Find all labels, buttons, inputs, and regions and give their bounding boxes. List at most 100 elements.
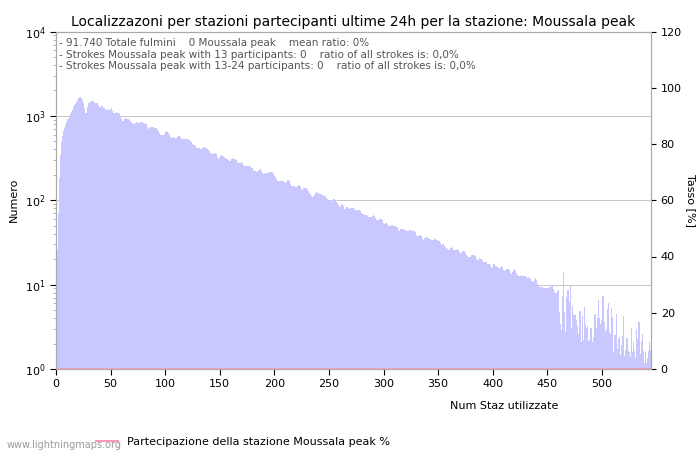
Bar (312, 197, 313, 450)
Bar (262, 173, 263, 450)
Bar (216, 154, 217, 450)
Bar (458, 250, 459, 450)
Bar (556, 292, 558, 450)
Bar (470, 257, 471, 450)
Bar (559, 312, 560, 450)
Bar (393, 225, 394, 450)
Bar (218, 159, 219, 450)
Bar (348, 208, 349, 450)
Bar (540, 287, 541, 450)
Partecipazione della stazione Moussala peak % (53, 366, 62, 372)
Bar (275, 177, 276, 450)
Bar (486, 264, 488, 450)
Bar (123, 121, 124, 450)
Bar (611, 308, 612, 450)
Bar (541, 287, 542, 450)
Bar (481, 259, 482, 450)
Bar (643, 351, 644, 450)
Partecipazione della stazione Moussala peak % (115, 366, 123, 372)
Bar (263, 174, 264, 450)
Bar (584, 307, 585, 450)
Bar (552, 286, 553, 450)
Bar (543, 288, 545, 450)
Bar (570, 328, 572, 450)
Bar (535, 279, 536, 450)
Bar (640, 354, 641, 450)
Bar (238, 162, 239, 450)
Partecipazione della stazione Moussala peak % (612, 366, 620, 372)
Partecipazione della stazione Moussala peak % (482, 366, 490, 372)
Bar (246, 166, 248, 450)
Bar (203, 147, 204, 450)
Bar (451, 247, 452, 450)
Bar (636, 329, 638, 450)
Bar (402, 229, 404, 450)
Bar (627, 351, 629, 450)
Bar (158, 131, 159, 450)
Bar (405, 230, 406, 450)
Bar (351, 207, 352, 450)
Bar (268, 173, 270, 450)
Bar (492, 267, 493, 450)
Bar (99, 107, 100, 450)
Bar (244, 166, 246, 450)
Bar (215, 153, 216, 450)
Bar (527, 278, 528, 450)
Bar (596, 328, 597, 450)
Bar (83, 104, 84, 450)
Bar (469, 257, 470, 450)
Bar (104, 110, 106, 450)
Bar (381, 220, 382, 450)
Bar (125, 118, 127, 450)
Partecipazione della stazione Moussala peak % (647, 366, 655, 372)
Bar (442, 244, 443, 450)
Bar (531, 280, 533, 450)
Bar (231, 158, 232, 450)
Bar (632, 351, 633, 450)
Bar (533, 280, 535, 450)
Bar (521, 275, 522, 450)
Bar (416, 236, 418, 450)
Bar (444, 247, 445, 450)
Bar (321, 194, 322, 450)
Bar (117, 112, 118, 450)
Bar (410, 230, 412, 450)
Bar (603, 322, 605, 450)
Bar (524, 276, 525, 450)
Bar (646, 363, 648, 450)
Bar (304, 188, 305, 450)
Bar (59, 178, 60, 450)
Bar (71, 112, 72, 450)
Bar (149, 128, 150, 450)
Bar (479, 258, 480, 450)
Bar (640, 341, 642, 450)
Bar (260, 171, 262, 450)
Bar (538, 286, 539, 450)
Bar (488, 265, 489, 450)
Bar (566, 297, 568, 450)
Bar (642, 334, 643, 450)
Bar (391, 225, 392, 450)
Bar (88, 103, 90, 450)
Bar (585, 324, 586, 450)
Bar (574, 315, 575, 450)
Bar (204, 147, 205, 450)
Bar (284, 182, 285, 450)
Bar (65, 125, 66, 450)
Bar (302, 189, 303, 450)
Bar (424, 238, 426, 450)
Bar (297, 185, 298, 450)
Bar (365, 216, 367, 450)
Bar (199, 148, 201, 450)
Bar (305, 189, 307, 450)
Bar (633, 342, 634, 450)
Bar (202, 148, 203, 450)
Bar (630, 357, 631, 450)
Legend: Partecipazione della stazione Moussala peak %: Partecipazione della stazione Moussala p… (91, 432, 394, 450)
Bar (561, 330, 562, 450)
Bar (143, 123, 144, 450)
Bar (610, 334, 611, 450)
Bar (181, 139, 182, 450)
Bar (437, 240, 438, 450)
Bar (588, 341, 589, 450)
